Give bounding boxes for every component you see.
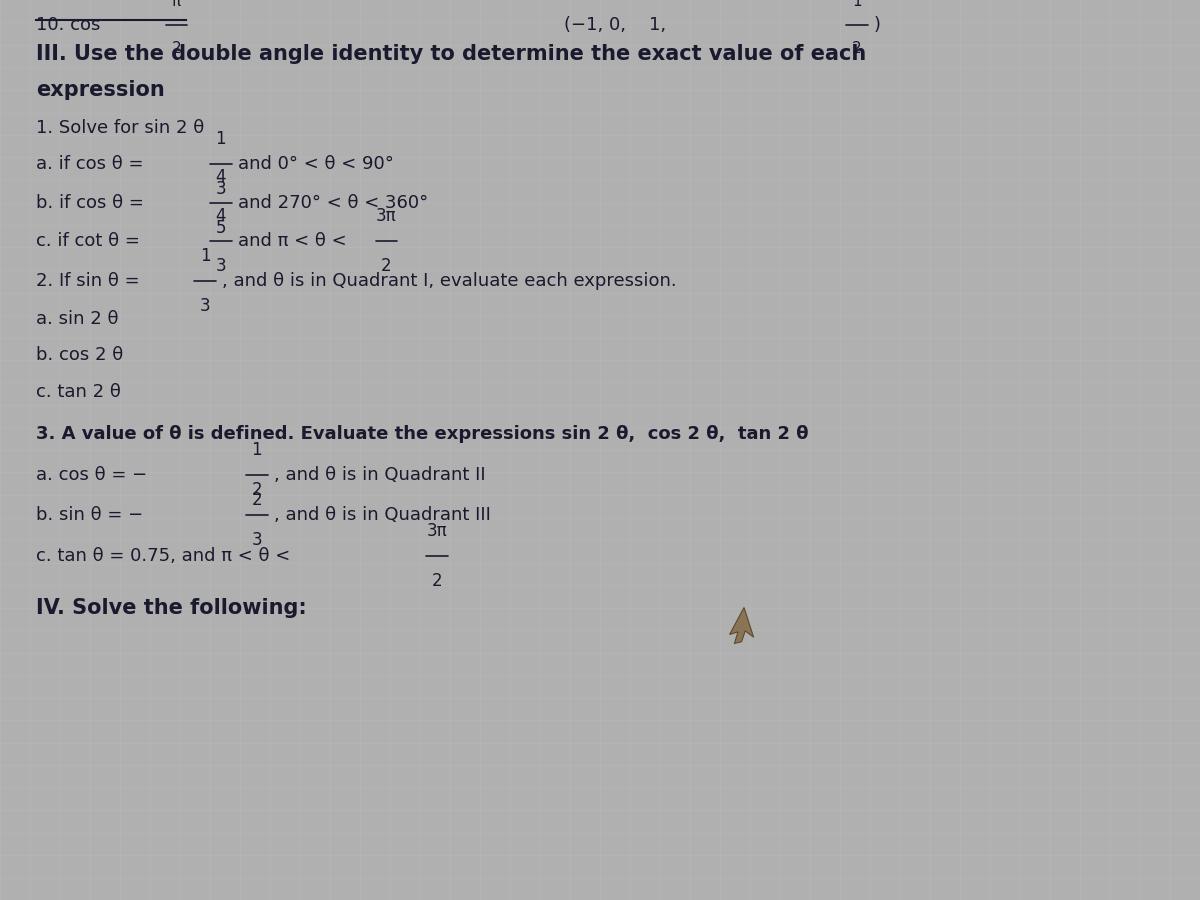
Text: , and θ is in Quadrant III: , and θ is in Quadrant III (274, 506, 491, 524)
Text: c. tan 2 θ: c. tan 2 θ (36, 382, 121, 400)
Text: a. cos θ = −: a. cos θ = − (36, 466, 148, 484)
Text: 1: 1 (216, 130, 226, 148)
Text: 3π: 3π (376, 207, 397, 225)
Text: and 270° < θ < 360°: and 270° < θ < 360° (238, 194, 428, 212)
Text: b. sin θ = −: b. sin θ = − (36, 506, 143, 524)
Text: , and θ is in Quadrant II: , and θ is in Quadrant II (274, 466, 485, 484)
Text: a. sin 2 θ: a. sin 2 θ (36, 310, 119, 328)
Text: 3π: 3π (426, 522, 448, 540)
Text: 10. cos: 10. cos (36, 16, 101, 34)
Text: 4: 4 (216, 168, 226, 186)
Text: 1: 1 (200, 247, 210, 265)
Text: 2: 2 (432, 572, 442, 590)
Text: (−1, 0,    1,: (−1, 0, 1, (564, 16, 689, 34)
Text: 1. Solve for sin 2 θ: 1. Solve for sin 2 θ (36, 119, 204, 137)
Text: 4: 4 (216, 207, 226, 225)
Text: 3: 3 (200, 297, 210, 315)
Text: 2: 2 (172, 41, 181, 57)
Text: 3: 3 (252, 531, 262, 549)
Text: 3. A value of θ is defined. Evaluate the expressions sin 2 θ,  cos 2 θ,  tan 2 θ: 3. A value of θ is defined. Evaluate the… (36, 425, 809, 443)
Text: 2: 2 (252, 481, 262, 499)
Text: b. if cos θ =: b. if cos θ = (36, 194, 150, 212)
Text: 3: 3 (216, 257, 226, 275)
Text: , and θ is in Quadrant I, evaluate each expression.: , and θ is in Quadrant I, evaluate each … (222, 272, 677, 290)
Text: 2. If sin θ =: 2. If sin θ = (36, 272, 145, 290)
Text: c. if cot θ =: c. if cot θ = (36, 232, 145, 250)
Text: and π < θ <: and π < θ < (238, 232, 352, 250)
Text: b. cos 2 θ: b. cos 2 θ (36, 346, 124, 364)
Text: 5: 5 (216, 219, 226, 237)
Text: ): ) (874, 16, 881, 34)
Text: III. Use the double angle identity to determine the exact value of each: III. Use the double angle identity to de… (36, 44, 866, 64)
Text: 2: 2 (252, 491, 262, 509)
Text: IV. Solve the following:: IV. Solve the following: (36, 598, 307, 617)
Text: a. if cos θ =: a. if cos θ = (36, 155, 149, 173)
Text: expression: expression (36, 80, 164, 100)
Text: 2: 2 (382, 257, 391, 275)
Text: and 0° < θ < 90°: and 0° < θ < 90° (238, 155, 394, 173)
Text: 1: 1 (252, 441, 262, 459)
Text: π: π (172, 0, 181, 9)
Text: 3: 3 (216, 180, 226, 198)
Polygon shape (730, 608, 754, 643)
Text: 1: 1 (852, 0, 862, 9)
Text: c. tan θ = 0.75, and π < θ <: c. tan θ = 0.75, and π < θ < (36, 547, 296, 565)
Text: 2: 2 (852, 41, 862, 57)
